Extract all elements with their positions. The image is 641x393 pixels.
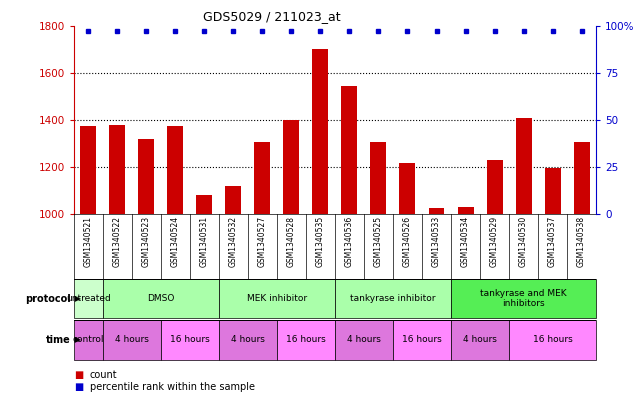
Text: GSM1340535: GSM1340535 bbox=[316, 216, 325, 267]
Text: DMSO: DMSO bbox=[147, 294, 174, 303]
Text: GSM1340524: GSM1340524 bbox=[171, 216, 179, 267]
Text: GDS5029 / 211023_at: GDS5029 / 211023_at bbox=[203, 10, 341, 23]
Bar bbox=[545, 168, 561, 214]
Text: 16 hours: 16 hours bbox=[533, 336, 572, 344]
Text: GSM1340522: GSM1340522 bbox=[113, 216, 122, 267]
Bar bbox=[458, 207, 474, 214]
Text: GSM1340536: GSM1340536 bbox=[345, 216, 354, 267]
Bar bbox=[80, 126, 96, 214]
Bar bbox=[219, 320, 277, 360]
Text: GSM1340529: GSM1340529 bbox=[490, 216, 499, 267]
Bar bbox=[487, 160, 503, 214]
Text: ■: ■ bbox=[74, 370, 83, 380]
Bar bbox=[138, 139, 154, 214]
Bar bbox=[574, 142, 590, 214]
Text: ▶: ▶ bbox=[72, 336, 81, 344]
Text: protocol: protocol bbox=[25, 294, 71, 304]
Bar bbox=[103, 279, 219, 318]
Bar bbox=[167, 126, 183, 214]
Text: untreated: untreated bbox=[66, 294, 111, 303]
Text: 4 hours: 4 hours bbox=[347, 336, 381, 344]
Bar bbox=[196, 195, 212, 214]
Text: 16 hours: 16 hours bbox=[286, 336, 326, 344]
Text: GSM1340526: GSM1340526 bbox=[403, 216, 412, 267]
Text: MEK inhibitor: MEK inhibitor bbox=[247, 294, 307, 303]
Bar bbox=[370, 142, 387, 214]
Text: time: time bbox=[46, 335, 71, 345]
Text: GSM1340531: GSM1340531 bbox=[200, 216, 209, 267]
Text: 16 hours: 16 hours bbox=[402, 336, 442, 344]
Bar bbox=[109, 125, 125, 214]
Text: 16 hours: 16 hours bbox=[170, 336, 210, 344]
Text: count: count bbox=[90, 370, 117, 380]
Bar bbox=[342, 86, 358, 214]
Text: tankyrase and MEK
inhibitors: tankyrase and MEK inhibitors bbox=[480, 289, 567, 309]
Bar bbox=[451, 279, 596, 318]
Text: 4 hours: 4 hours bbox=[115, 336, 149, 344]
Text: control: control bbox=[72, 336, 104, 344]
Bar bbox=[283, 120, 299, 214]
Text: GSM1340528: GSM1340528 bbox=[287, 216, 296, 267]
Text: percentile rank within the sample: percentile rank within the sample bbox=[90, 382, 254, 392]
Bar bbox=[509, 320, 596, 360]
Text: ▶: ▶ bbox=[72, 294, 81, 303]
Bar bbox=[219, 279, 335, 318]
Text: GSM1340521: GSM1340521 bbox=[84, 216, 93, 267]
Bar bbox=[161, 320, 219, 360]
Bar bbox=[515, 118, 531, 214]
Bar bbox=[74, 320, 103, 360]
Bar bbox=[429, 208, 444, 214]
Bar bbox=[254, 142, 271, 214]
Text: GSM1340527: GSM1340527 bbox=[258, 216, 267, 267]
Text: GSM1340538: GSM1340538 bbox=[577, 216, 586, 267]
Bar bbox=[335, 279, 451, 318]
Bar bbox=[74, 279, 103, 318]
Bar bbox=[277, 320, 335, 360]
Bar bbox=[393, 320, 451, 360]
Bar bbox=[312, 49, 328, 214]
Bar bbox=[103, 320, 161, 360]
Text: GSM1340537: GSM1340537 bbox=[548, 216, 557, 267]
Text: GSM1340533: GSM1340533 bbox=[432, 216, 441, 267]
Text: GSM1340523: GSM1340523 bbox=[142, 216, 151, 267]
Bar bbox=[335, 320, 393, 360]
Text: 4 hours: 4 hours bbox=[463, 336, 497, 344]
Text: GSM1340534: GSM1340534 bbox=[461, 216, 470, 267]
Bar bbox=[451, 320, 509, 360]
Text: 4 hours: 4 hours bbox=[231, 336, 265, 344]
Bar bbox=[399, 163, 415, 214]
Text: tankyrase inhibitor: tankyrase inhibitor bbox=[350, 294, 436, 303]
Text: GSM1340530: GSM1340530 bbox=[519, 216, 528, 267]
Text: GSM1340532: GSM1340532 bbox=[229, 216, 238, 267]
Text: GSM1340525: GSM1340525 bbox=[374, 216, 383, 267]
Text: ■: ■ bbox=[74, 382, 83, 392]
Bar bbox=[226, 186, 241, 214]
